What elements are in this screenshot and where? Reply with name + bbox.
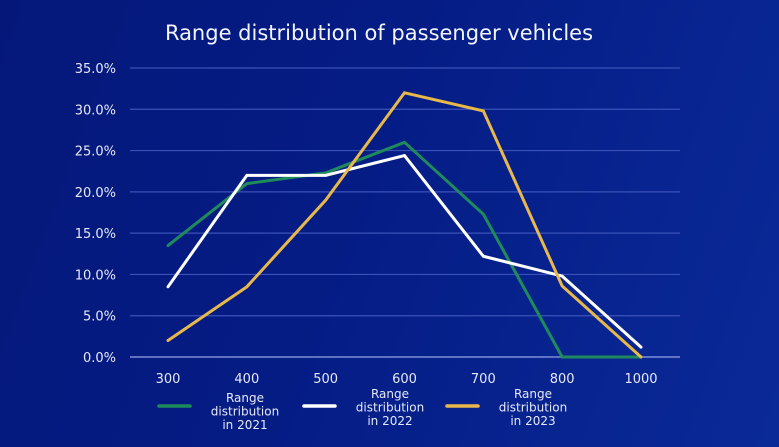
chart-title: Range distribution of passenger vehicles [165, 21, 593, 45]
y-axis-ticks: 0.0% 5.0% 10.0% 15.0% 20.0% 25.0% 30.0% 35.0% [75, 62, 116, 366]
series-line [166, 153, 643, 349]
y-tick-label: 0.0% [83, 351, 116, 366]
y-tick-label: 10.0% [75, 268, 116, 283]
y-tick-label: 25.0% [75, 145, 116, 160]
x-tick-label: 1000 [624, 372, 657, 387]
x-axis-ticks: 300 400 500 600 700 800 1000 [156, 372, 658, 387]
legend-label: distribution [211, 405, 279, 419]
y-tick-label: 30.0% [75, 103, 116, 118]
legend-label: Range [371, 387, 409, 401]
series-lines [166, 91, 643, 359]
gridlines [130, 67, 680, 358]
x-tick-label: 500 [313, 372, 338, 387]
x-tick-label: 600 [392, 372, 417, 387]
series-3 [166, 91, 643, 359]
series-1 [166, 140, 643, 359]
y-tick-label: 35.0% [75, 62, 116, 77]
x-tick-label: 700 [471, 372, 496, 387]
legend-label: Range [226, 391, 264, 405]
y-tick-label: 15.0% [75, 227, 116, 242]
legend-label: distribution [499, 401, 567, 415]
legend-label: distribution [356, 401, 424, 415]
legend-label: in 2022 [367, 414, 412, 428]
series-2 [166, 153, 643, 349]
x-tick-label: 800 [550, 372, 575, 387]
x-tick-label: 400 [234, 372, 259, 387]
x-tick-label: 300 [156, 372, 181, 387]
series-line [166, 140, 643, 359]
legend-label: in 2021 [222, 418, 267, 432]
y-tick-label: 5.0% [83, 310, 116, 325]
legend-label: Range [514, 387, 552, 401]
y-tick-label: 20.0% [75, 186, 116, 201]
legend-label: in 2023 [510, 414, 555, 428]
series-line [166, 91, 643, 359]
